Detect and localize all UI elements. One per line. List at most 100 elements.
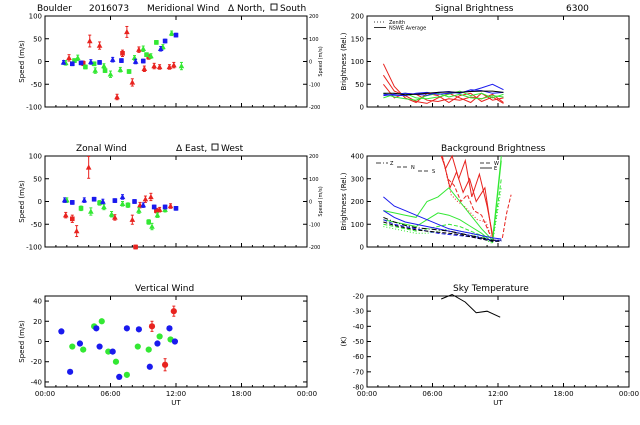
sky-temperature-panel: 00:00 06:00 12:00 18:00 00:00 UT -20 -30 -40 -50 -… (340, 293, 639, 408)
background-series-line (383, 221, 502, 242)
signal-y-tick-label: 50 (355, 81, 364, 89)
meridional-triangle-marker (168, 30, 175, 36)
meridional-square-marker (119, 58, 124, 63)
background-series-line (383, 196, 502, 240)
zonal-triangle-marker (140, 202, 147, 208)
zonal-square-marker (112, 198, 118, 203)
zonal-triangle-marker (88, 208, 94, 214)
meridional-triangle-marker (148, 53, 154, 59)
vertical-y-tick-label: 0 (38, 338, 42, 346)
meridional-y2-axis-label: Speed (m/s) (318, 46, 324, 76)
zonal-triangle-marker (149, 223, 155, 229)
sky-x-tick-label: 00:00 (619, 390, 639, 398)
background-series-line (383, 187, 502, 245)
zonal-square-marker (133, 244, 138, 250)
meridional-square-marker (140, 58, 146, 64)
meridional-square-marker (97, 60, 102, 65)
vertical-circle-marker (67, 368, 74, 375)
sky-x-axis-label: UT (493, 399, 503, 407)
background-series-line (383, 219, 502, 242)
background-plot-frame (366, 155, 630, 248)
signal-legend-label: NSWE Average (389, 26, 426, 32)
background-series-line (383, 178, 502, 244)
vertical-circle-marker (171, 338, 179, 345)
zonal-legend-square-icon (211, 143, 219, 151)
vertical-circle-marker (96, 343, 103, 350)
vertical-circle-marker (135, 326, 142, 333)
zonal-y-tick-label: 0 (38, 198, 42, 206)
vertical-wind-panel: 00:00 06:00 12:00 18:00 00:00 UT 40 20 0 -20 -40 Sp… (18, 295, 317, 407)
signal-title-suffix: 6300 (566, 4, 589, 14)
vertical-circle-marker (112, 358, 120, 365)
vertical-y-tick-label: -20 (31, 358, 42, 366)
vertical-circle-marker (105, 348, 112, 355)
vertical-circle-marker (58, 328, 65, 335)
background-series-line (441, 155, 491, 236)
meridional-y2-tick-label: -100 (309, 82, 320, 88)
vertical-x-tick-label: 00:00 (35, 390, 55, 398)
zonal-square-marker (132, 199, 137, 204)
zonal-y2-tick-label: 200 (309, 154, 319, 160)
sky-y-axis-label: (K) (340, 336, 348, 346)
zonal-triangle-marker (162, 206, 168, 212)
signal-y-tick-label: 150 (351, 35, 364, 43)
vertical-circle-marker (93, 325, 100, 332)
meridional-triangle-marker (66, 54, 72, 61)
zonal-triangle-marker (167, 203, 174, 209)
background-title: Background Brightness (441, 144, 546, 154)
vertical-x-tick-label: 18:00 (231, 390, 251, 398)
meridional-triangle-marker (101, 63, 107, 69)
meridional-triangle-marker (114, 93, 120, 100)
meridional-triangle-marker (86, 38, 93, 44)
sky-y-tick-label: -30 (353, 308, 364, 316)
meridional-square-marker (91, 61, 97, 67)
meridional-triangle-marker (109, 56, 116, 62)
meridional-square-marker (154, 40, 159, 45)
background-series-line (383, 160, 502, 244)
zonal-wind-panel: 100 50 0 -50 -100 Speed (m/s) 200 100 0 -100 -200 S… (18, 153, 324, 252)
background-series-line (442, 160, 493, 238)
vertical-circle-marker (69, 343, 76, 350)
zonal-triangle-marker (142, 196, 149, 202)
background-legend-label: W (494, 161, 499, 167)
zonal-triangle-marker (100, 198, 106, 204)
zonal-square-marker (154, 208, 159, 213)
vertical-circle-marker (146, 363, 153, 370)
vertical-circle-marker (161, 361, 169, 368)
sky-series-line (441, 293, 501, 318)
background-y-tick-label: 400 (351, 153, 364, 161)
sky-y-tick-label: -20 (353, 293, 364, 301)
sky-x-tick-label: 18:00 (553, 390, 573, 398)
vertical-x-axis-label: UT (171, 399, 181, 407)
meridional-y-tick-label: 0 (38, 58, 42, 66)
meridional-triangle-marker (96, 42, 103, 48)
zonal-square-marker (91, 196, 97, 202)
meridional-y2-tick-label: 0 (309, 60, 312, 66)
zonal-title: Zonal Wind (76, 144, 127, 154)
vertical-circle-marker (170, 308, 177, 315)
background-series-line (440, 154, 495, 241)
background-legend-label: N (411, 165, 415, 171)
zonal-y2-tick-label: 0 (309, 200, 312, 206)
sky-x-tick-label: 00:00 (357, 390, 377, 398)
background-y-tick-label: 0 (360, 244, 364, 252)
zonal-y2-tick-label: -100 (309, 222, 320, 228)
meridional-triangle-marker (156, 63, 163, 70)
background-y-tick-label: 300 (351, 175, 364, 183)
signal-y-tick-label: 100 (351, 58, 364, 66)
zonal-square-marker (151, 204, 157, 210)
meridional-y2-tick-label: -200 (309, 105, 320, 111)
meridional-wind-panel: 100 50 0 -50 -100 Speed (m/s) 200 100 0 -100 -200 S… (18, 13, 324, 112)
meridional-square-marker (162, 38, 168, 44)
meridional-triangle-marker (117, 66, 124, 72)
vertical-circle-marker (148, 323, 156, 330)
vertical-y-axis-label: Speed (m/s) (18, 320, 26, 363)
background-brightness-panel: 400 300 200 100 0 Brightness (Rel.) Z N S WE (340, 153, 630, 252)
sky-x-tick-label: 12:00 (488, 390, 508, 398)
vertical-circle-marker (123, 325, 130, 332)
meridional-triangle-marker (157, 45, 164, 51)
vertical-y-tick-label: -40 (31, 378, 42, 386)
background-series-line (501, 194, 512, 238)
zonal-triangle-marker (81, 197, 88, 203)
